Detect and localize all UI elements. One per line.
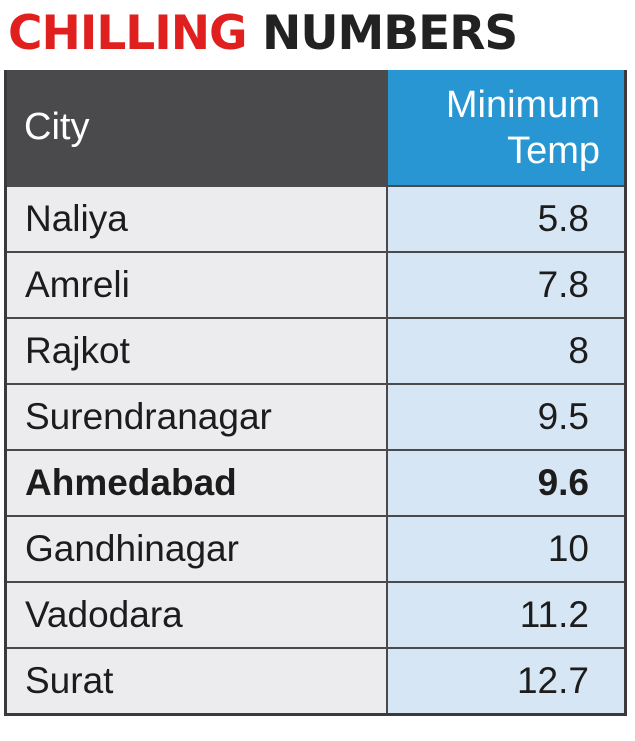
header-city: City <box>7 70 388 185</box>
table-body: Naliya 5.8 Amreli 7.8 Rajkot 8 Surendranagar 9.… <box>7 185 624 713</box>
table-row: Gandhinagar 10 <box>7 515 624 581</box>
temperature-table: City Minimum Temp Naliya 5.8 Amreli 7.8 Rajk… <box>4 70 627 716</box>
city-cell: Surendranagar <box>7 385 388 449</box>
temp-cell: 5.8 <box>388 187 624 251</box>
headline-red-part: CHILLING <box>8 6 248 61</box>
table-row: Vadodara 11.2 <box>7 581 624 647</box>
temp-cell: 10 <box>388 517 624 581</box>
city-cell: Surat <box>7 649 388 713</box>
table-row: Ahmedabad 9.6 <box>7 449 624 515</box>
headline: CHILLING NUMBERS <box>8 2 518 66</box>
temp-cell: 7.8 <box>388 253 624 317</box>
table-row: Rajkot 8 <box>7 317 624 383</box>
table-header: City Minimum Temp <box>7 70 624 185</box>
city-cell: Ahmedabad <box>7 451 388 515</box>
temp-cell: 9.5 <box>388 385 624 449</box>
table-row: Surat 12.7 <box>7 647 624 713</box>
city-cell: Amreli <box>7 253 388 317</box>
header-min-temp: Minimum Temp <box>388 70 624 185</box>
temp-cell: 9.6 <box>388 451 624 515</box>
headline-dark-part: NUMBERS <box>262 6 518 61</box>
city-cell: Naliya <box>7 187 388 251</box>
temp-cell: 8 <box>388 319 624 383</box>
city-cell: Gandhinagar <box>7 517 388 581</box>
temp-cell: 12.7 <box>388 649 624 713</box>
table-row: Surendranagar 9.5 <box>7 383 624 449</box>
table-row: Amreli 7.8 <box>7 251 624 317</box>
temp-cell: 11.2 <box>388 583 624 647</box>
table-row: Naliya 5.8 <box>7 185 624 251</box>
city-cell: Rajkot <box>7 319 388 383</box>
city-cell: Vadodara <box>7 583 388 647</box>
